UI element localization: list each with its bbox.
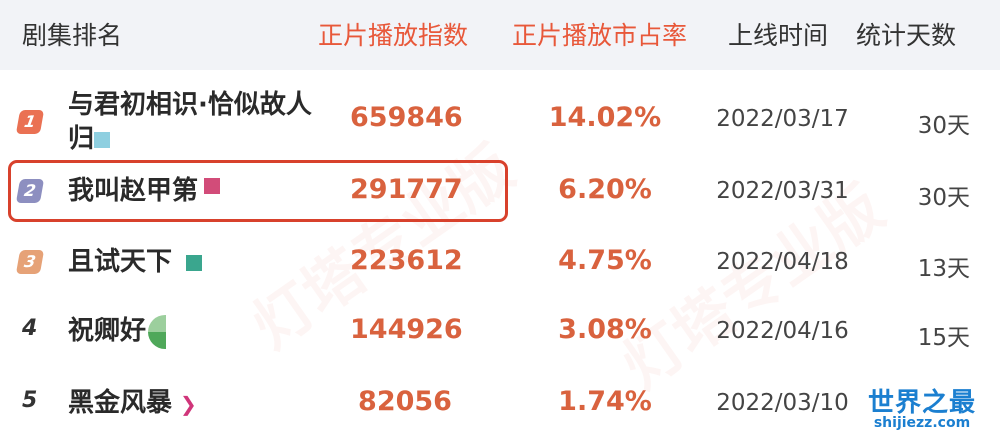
show-name: 我叫赵甲第 [68,174,221,208]
release-date: 2022/03/10 [716,390,849,416]
logo-url: shijiezz.com [873,415,971,431]
show-name: 黑金风暴 ❯ [68,386,197,421]
play-index: 291777 [350,174,463,205]
release-date: 2022/03/31 [716,178,849,204]
stat-days: 13天 [917,256,970,282]
market-share: 4.75% [558,245,652,276]
highlight-box [8,160,508,222]
market-share: 14.02% [548,102,662,133]
play-index: 144926 [350,314,463,345]
play-index: 223612 [350,245,463,276]
header-share[interactable]: 正片播放市占率 [512,21,688,50]
show-name-text: 我叫赵甲第 [68,176,199,206]
platform-icon [186,254,203,271]
header-days[interactable]: 统计天数 [856,21,957,50]
market-share: 6.20% [558,174,652,205]
platform-icon: ❯ [180,392,197,416]
market-share: 3.08% [558,314,652,345]
rank-number: 4 [22,316,38,341]
market-share: 1.74% [558,386,652,417]
site-logo: 世界之最 shijiezz.com [868,382,976,431]
release-date: 2022/03/17 [716,106,849,132]
table-header: 剧集排名 正片播放指数 正片播放市占率 上线时间 统计天数 [0,0,1000,70]
rank-badge: 1 [15,110,45,134]
show-name: 祝卿好 [68,314,167,349]
play-index: 659846 [350,102,463,133]
rank-badge: 3 [15,250,45,274]
header-rank-name: 剧集排名 [22,21,123,50]
platform-icon [94,131,111,148]
stat-days: 30天 [917,185,970,211]
logo-text: 世界之最 [868,388,977,418]
stat-days: 30天 [917,113,970,139]
release-date: 2022/04/18 [716,249,849,275]
platform-icon [148,314,167,349]
rank-number: 5 [22,388,38,413]
header-date[interactable]: 上线时间 [728,21,829,50]
stat-days: 15天 [917,325,970,351]
show-name-text: 祝卿好 [68,316,147,346]
show-name-line2: 归 [68,124,95,154]
header-index[interactable]: 正片播放指数 [318,21,469,50]
show-name-text: 黑金风暴 [68,388,173,418]
play-index: 82056 [358,386,452,417]
platform-icon [204,178,221,194]
show-name-line1: 与君初相识·恰似故人 [68,90,312,120]
show-name-text: 且试天下 [68,247,173,277]
show-name: 与君初相识·恰似故人归 [68,88,312,156]
show-name: 且试天下 [68,245,203,279]
release-date: 2022/04/16 [716,318,849,344]
